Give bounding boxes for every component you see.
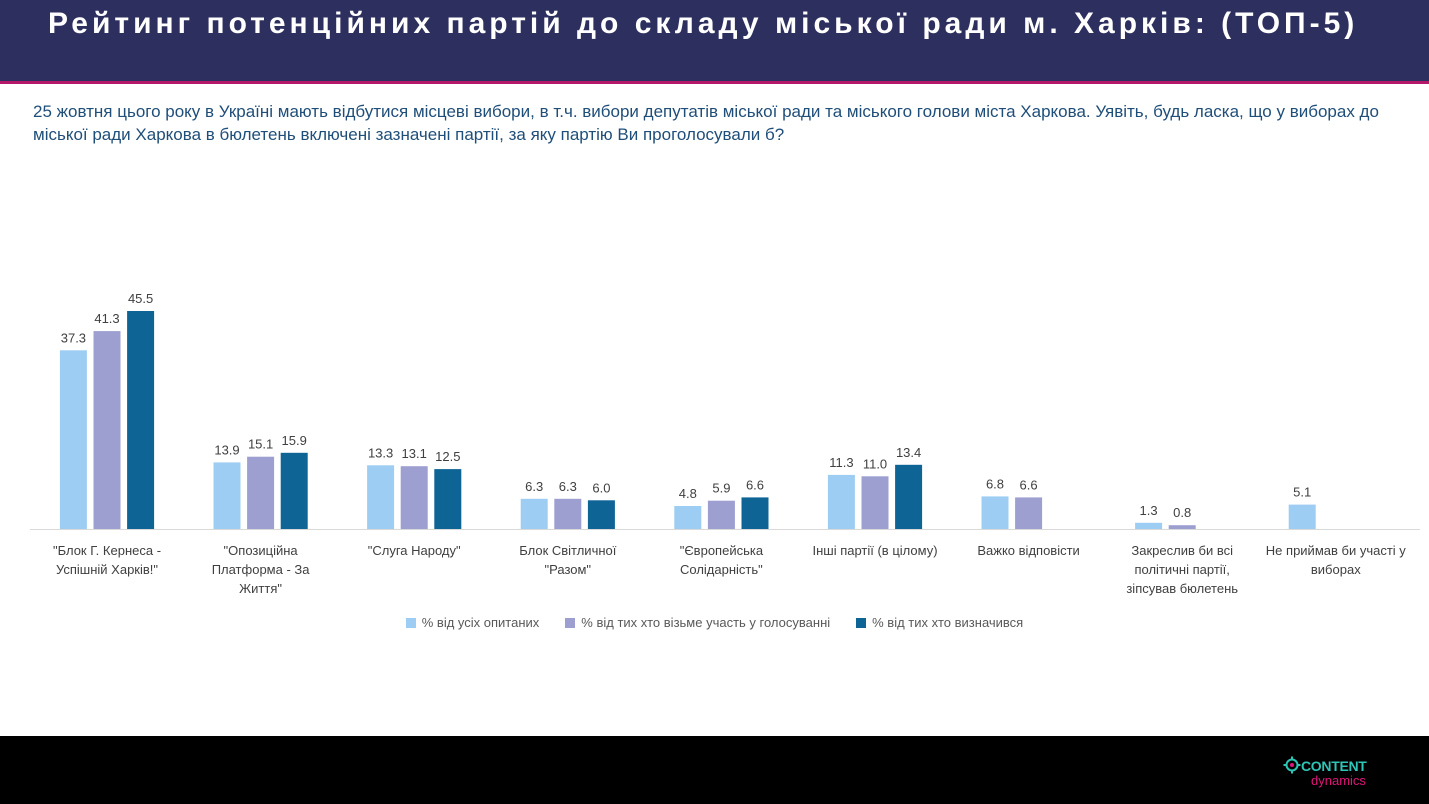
bar (1288, 504, 1316, 529)
bar (400, 466, 428, 529)
page-title: Рейтинг потенційних партій до складу міс… (48, 7, 1359, 40)
bar (93, 331, 121, 529)
legend-label: % від усіх опитаних (421, 615, 540, 630)
data-label: 12.5 (435, 449, 460, 464)
category-label: Інші партії (в цілому) (812, 543, 938, 558)
data-label: 15.9 (282, 433, 307, 448)
legend-item-all-respondents: % від усіх опитаних (405, 615, 540, 630)
data-label: 0.8 (1173, 505, 1191, 520)
gear-icon (1283, 756, 1301, 774)
chart-legend: % від усіх опитаних % від тих хто візьме… (0, 615, 1429, 630)
bar (707, 500, 735, 529)
category-label: "Опозиційна Платформа - За Життя" (211, 543, 310, 596)
data-label: 5.9 (712, 481, 730, 496)
bar (895, 464, 923, 529)
data-label: 37.3 (61, 330, 86, 345)
category-label: Блок Світличної "Разом" (519, 543, 617, 577)
data-label: 41.3 (94, 311, 119, 326)
data-label: 6.6 (1020, 477, 1038, 492)
bar (861, 476, 889, 529)
bar-chart: 37.3 41.3 45.5 13.9 15.1 15.9 13.3 13.1 12.5 6.3 6… (30, 291, 1420, 530)
logo-text-dynamics: dynamics (1311, 773, 1366, 788)
data-label: 13.1 (402, 446, 427, 461)
data-label: 13.9 (214, 442, 239, 457)
bar (247, 456, 275, 529)
bar (367, 465, 395, 529)
bar (520, 498, 548, 529)
bar (1168, 525, 1196, 529)
data-label: 5.1 (1293, 485, 1311, 500)
data-label: 15.1 (248, 437, 273, 452)
bar (280, 452, 308, 529)
legend-label: % від тих хто визначився (872, 615, 1024, 630)
data-label: 6.6 (746, 477, 764, 492)
legend-item-decided: % від тих хто визначився (856, 615, 1023, 630)
legend-item-will-vote: % від тих хто візьме участь у голосуванн… (565, 615, 830, 630)
data-label: 1.3 (1140, 503, 1158, 518)
data-label: 45.5 (128, 291, 153, 306)
data-label: 6.3 (559, 479, 577, 494)
bar (127, 311, 155, 529)
bar (741, 497, 769, 529)
data-label: 11.0 (863, 456, 887, 471)
category-label: Не приймав би участі у виборах (1265, 543, 1406, 577)
legend-swatch (405, 617, 416, 628)
category-label: Важко відповісти (977, 543, 1080, 558)
category-label: "Європейська Солідарність" (679, 543, 764, 577)
category-label: "Слуга Народу" (367, 543, 461, 558)
bar (981, 496, 1009, 529)
bar (1015, 497, 1043, 529)
bar (554, 498, 582, 529)
title-band: Рейтинг потенційних партій до складу міс… (0, 0, 1429, 84)
bar (587, 500, 615, 529)
category-label: Закреслив би всі політичні партії, зіпсу… (1126, 543, 1239, 596)
data-label: 4.8 (679, 486, 697, 501)
footer-band: CONTENT dynamics (0, 736, 1429, 804)
bar (674, 506, 702, 529)
survey-question: 25 жовтня цього року в Україні мають від… (33, 102, 1379, 144)
logo-text-content: CONTENT (1301, 758, 1367, 774)
legend-label: % від тих хто візьме участь у голосуванн… (581, 615, 831, 630)
data-label: 11.3 (829, 455, 853, 470)
bar (213, 462, 241, 529)
data-label: 6.3 (525, 479, 543, 494)
category-label: "Блок Г. Кернеса - Успішній Харків!" (52, 543, 162, 577)
bar (1135, 522, 1163, 529)
content-dynamics-logo: CONTENT dynamics (1283, 756, 1393, 792)
legend-swatch (565, 617, 576, 628)
bar (59, 350, 87, 529)
data-label: 6.0 (592, 480, 610, 495)
bar (434, 469, 462, 529)
data-label: 13.3 (368, 445, 393, 460)
data-label: 13.4 (896, 445, 921, 460)
bar (827, 474, 855, 529)
legend-swatch (856, 617, 867, 628)
data-label: 6.8 (986, 476, 1004, 491)
